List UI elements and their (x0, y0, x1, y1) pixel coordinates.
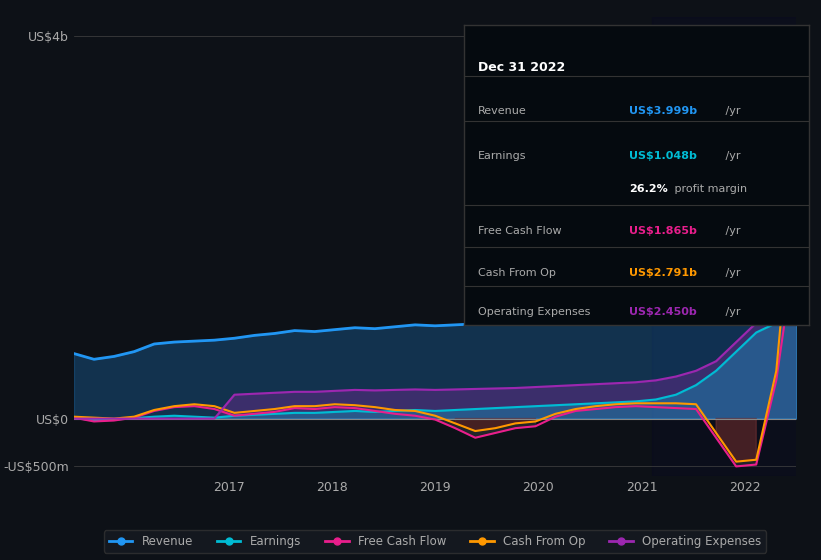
Text: Dec 31 2022: Dec 31 2022 (478, 61, 565, 74)
Text: /yr: /yr (722, 106, 741, 116)
Text: US$2.450b: US$2.450b (630, 307, 697, 317)
Text: /yr: /yr (722, 151, 741, 161)
Text: profit margin: profit margin (671, 184, 747, 194)
Text: Earnings: Earnings (478, 151, 526, 161)
Text: Operating Expenses: Operating Expenses (478, 307, 590, 317)
Text: /yr: /yr (722, 307, 741, 317)
Bar (652, 17, 801, 476)
Text: US$2.791b: US$2.791b (630, 268, 697, 278)
Text: Cash From Op: Cash From Op (478, 268, 556, 278)
Text: /yr: /yr (722, 268, 741, 278)
Text: US$1.048b: US$1.048b (630, 151, 697, 161)
Text: US$3.999b: US$3.999b (630, 106, 698, 116)
Text: Revenue: Revenue (478, 106, 526, 116)
Legend: Revenue, Earnings, Free Cash Flow, Cash From Op, Operating Expenses: Revenue, Earnings, Free Cash Flow, Cash … (104, 530, 766, 553)
Text: 26.2%: 26.2% (630, 184, 668, 194)
Text: Free Cash Flow: Free Cash Flow (478, 226, 562, 236)
Text: US$1.865b: US$1.865b (630, 226, 697, 236)
Text: /yr: /yr (722, 226, 741, 236)
